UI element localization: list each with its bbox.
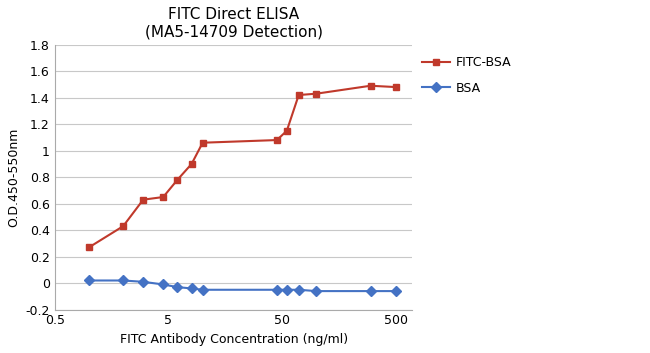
Y-axis label: O.D.450-550nm: O.D.450-550nm <box>7 127 20 227</box>
FITC-BSA <box>367 84 374 88</box>
Line: FITC-BSA: FITC-BSA <box>86 82 399 251</box>
FITC-BSA <box>392 85 400 89</box>
FITC-BSA <box>273 138 281 142</box>
BSA <box>159 282 167 287</box>
BSA <box>295 288 303 292</box>
BSA <box>392 289 400 293</box>
FITC-BSA <box>85 245 93 250</box>
FITC-BSA <box>199 140 207 145</box>
FITC-BSA <box>188 162 196 166</box>
BSA <box>313 289 320 293</box>
Legend: FITC-BSA, BSA: FITC-BSA, BSA <box>422 56 512 95</box>
BSA <box>188 286 196 291</box>
FITC-BSA <box>159 195 167 199</box>
Line: BSA: BSA <box>86 277 399 294</box>
BSA <box>199 288 207 292</box>
X-axis label: FITC Antibody Concentration (ng/ml): FITC Antibody Concentration (ng/ml) <box>120 333 348 346</box>
BSA <box>139 280 147 284</box>
FITC-BSA <box>283 129 291 133</box>
BSA <box>120 279 127 283</box>
FITC-BSA <box>120 224 127 228</box>
BSA <box>174 285 181 289</box>
FITC-BSA <box>313 91 320 96</box>
BSA <box>273 288 281 292</box>
FITC-BSA <box>174 178 181 182</box>
FITC-BSA <box>139 198 147 202</box>
Title: FITC Direct ELISA
(MA5-14709 Detection): FITC Direct ELISA (MA5-14709 Detection) <box>144 7 322 39</box>
BSA <box>283 288 291 292</box>
BSA <box>367 289 374 293</box>
FITC-BSA <box>295 93 303 97</box>
BSA <box>85 279 93 283</box>
